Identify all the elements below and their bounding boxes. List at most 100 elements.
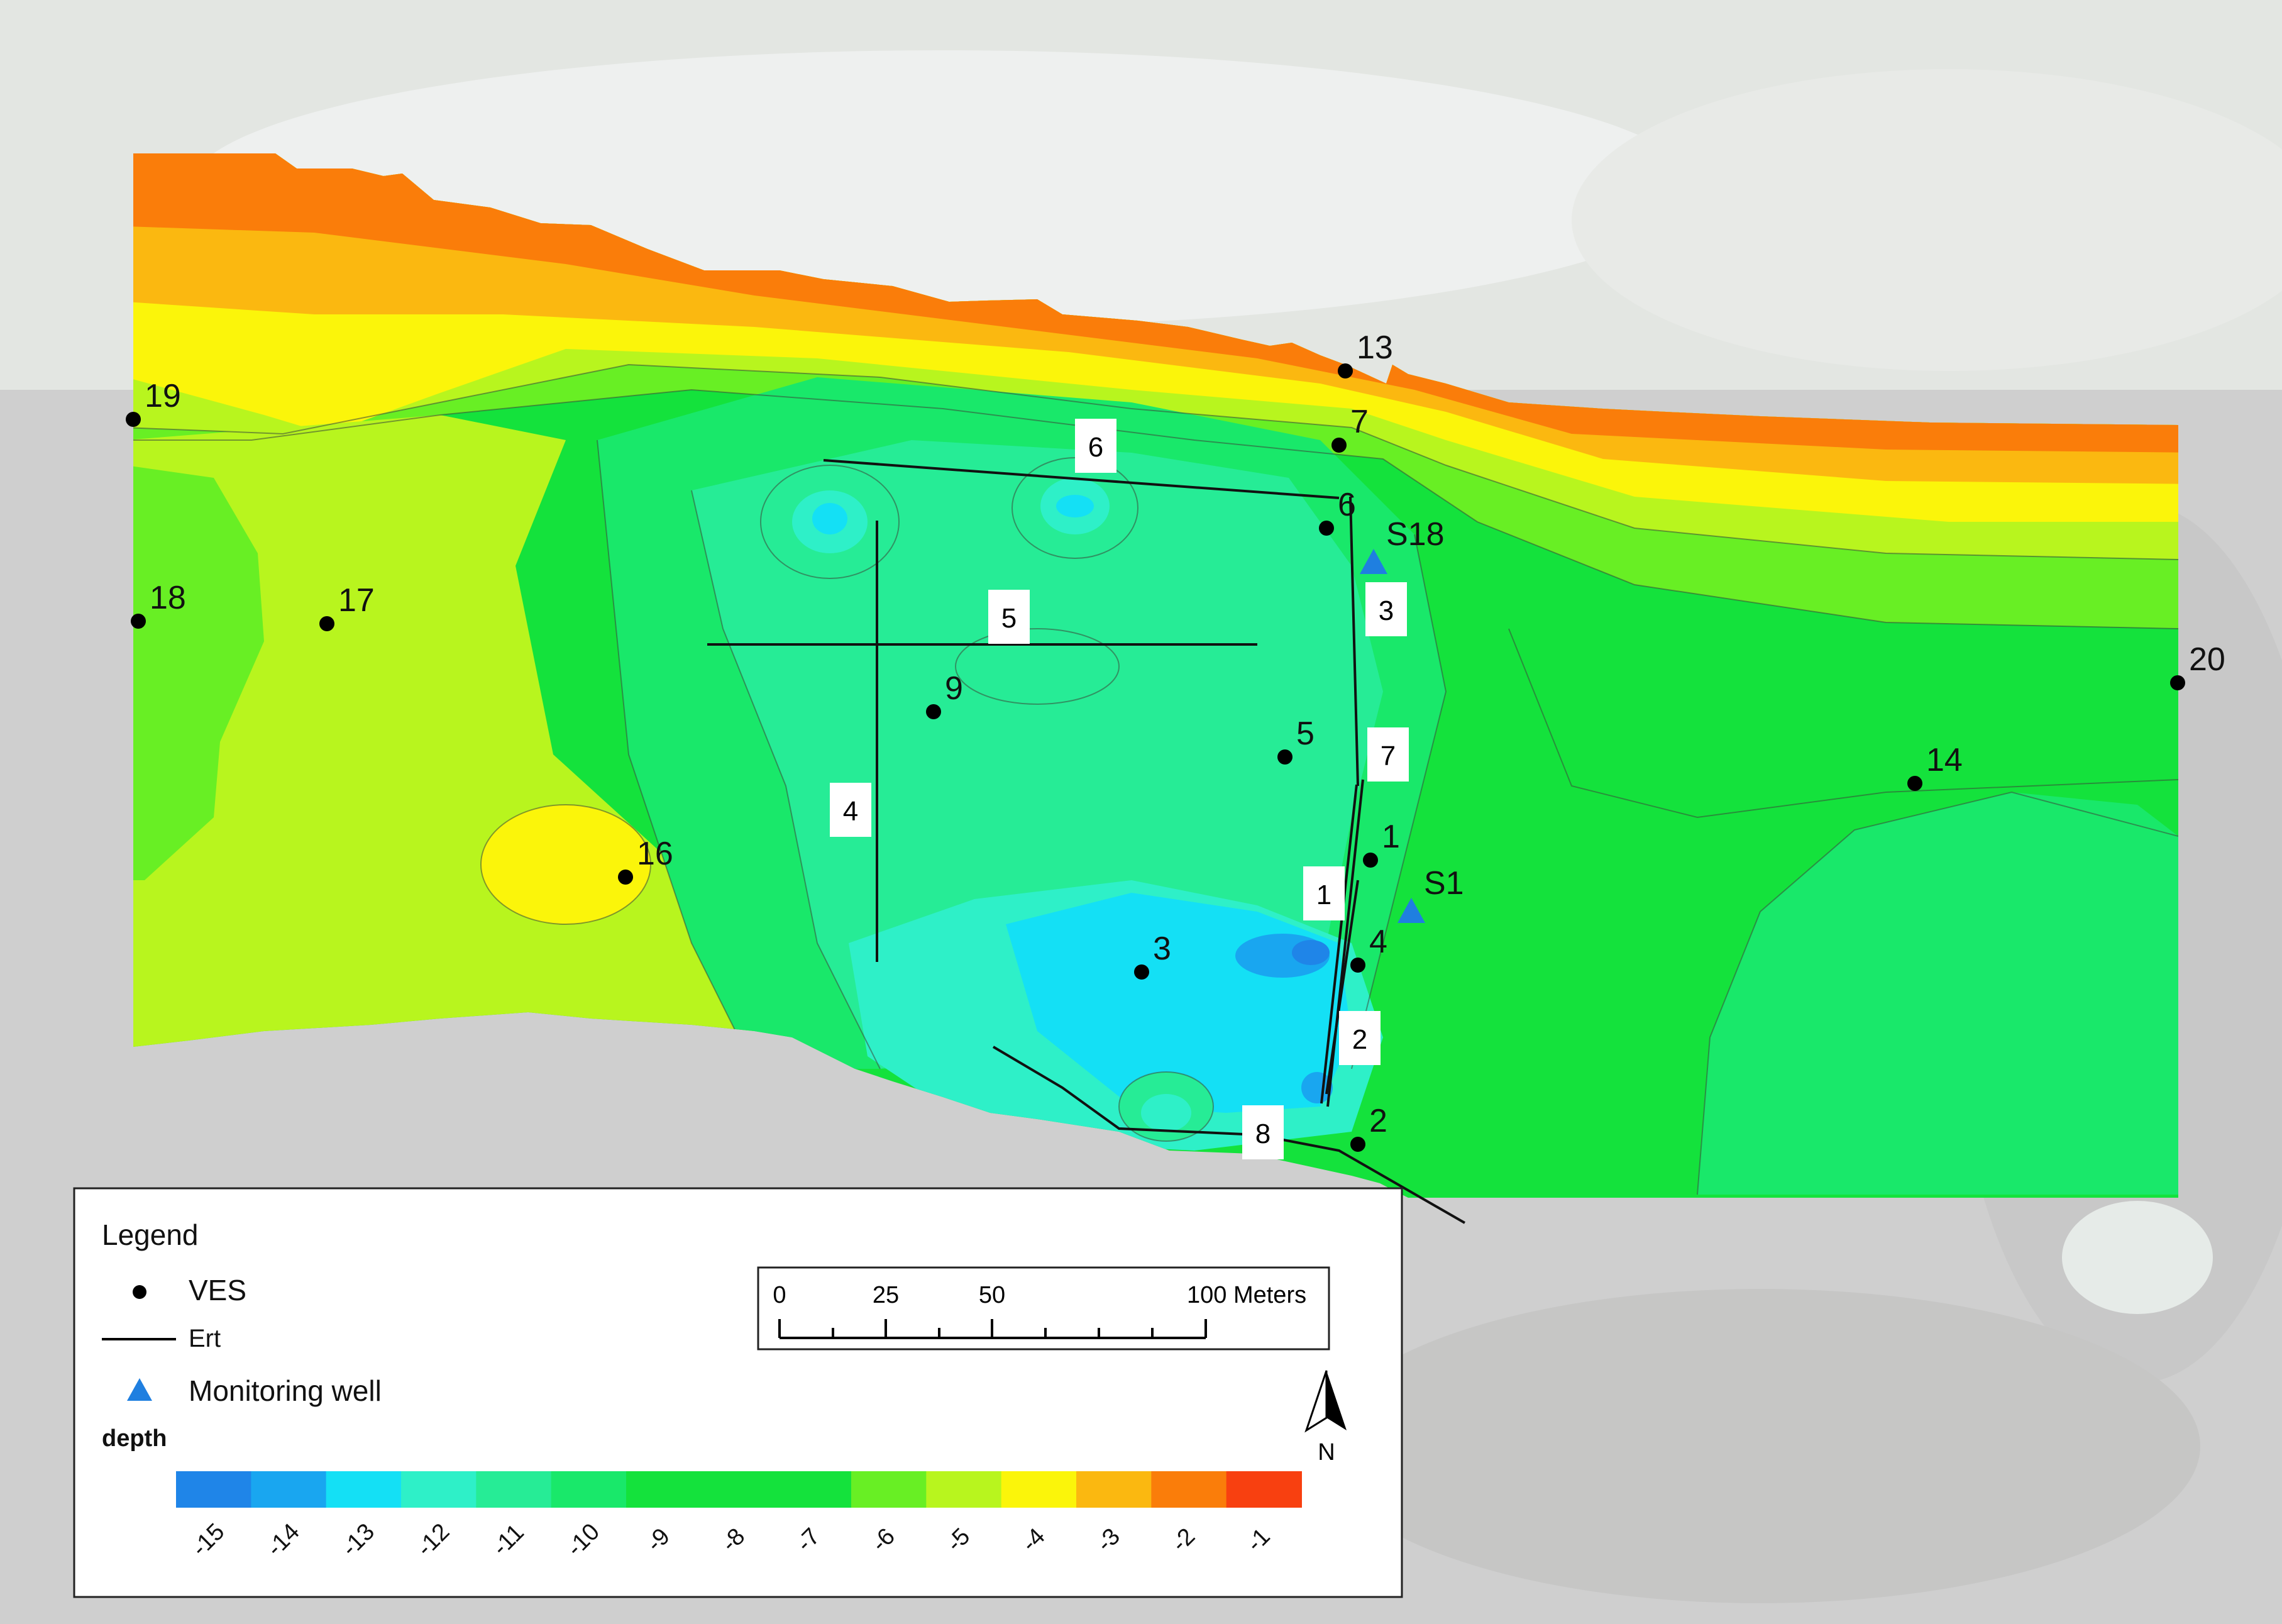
- legend-depth-title: depth: [102, 1425, 167, 1452]
- ves-point-7: 7: [1331, 404, 1369, 453]
- ert-label-boxes: 6 5 4 3 7 1 2 8: [830, 419, 1409, 1159]
- ves-point-4: 4: [1350, 924, 1387, 973]
- ves-label: 14: [1926, 742, 1963, 778]
- ves-label: 1: [1382, 819, 1400, 855]
- monitoring-well-S18: S18: [1360, 516, 1445, 574]
- ert-label-8: 8: [1242, 1105, 1284, 1159]
- ves-point-19: 19: [126, 378, 181, 427]
- svg-text:5: 5: [1001, 603, 1017, 634]
- ves-label: 7: [1350, 404, 1369, 440]
- ves-marker: [131, 614, 146, 629]
- ves-marker: [1338, 363, 1353, 378]
- svg-text:8: 8: [1255, 1119, 1271, 1149]
- ves-marker: [1277, 749, 1293, 765]
- well-label: S1: [1424, 865, 1464, 902]
- ves-marker: [1363, 853, 1378, 868]
- ramp-swatch--9: [626, 1471, 702, 1508]
- ves-point-2: 2: [1350, 1103, 1387, 1152]
- ert-line-8: [992, 1046, 1465, 1224]
- ves-marker: [618, 870, 633, 885]
- ves-marker: [319, 616, 334, 631]
- ves-marker: [1134, 964, 1149, 980]
- ves-label: 20: [2189, 641, 2225, 678]
- ert-label-5: 5: [988, 590, 1030, 644]
- ves-label: 2: [1369, 1103, 1387, 1139]
- ves-label: 5: [1296, 715, 1315, 752]
- ves-point-6: 6: [1319, 487, 1356, 536]
- ramp-swatch--6: [851, 1471, 927, 1508]
- ert-label-1: 1: [1303, 866, 1345, 920]
- ves-label: 17: [338, 582, 375, 619]
- ves-label: 6: [1338, 487, 1356, 523]
- ves-label: 9: [945, 670, 963, 707]
- ert-label-6: 6: [1075, 419, 1116, 473]
- ramp-swatch--13: [326, 1471, 402, 1508]
- ves-label: 18: [150, 580, 186, 616]
- ert-label-4: 4: [830, 783, 871, 837]
- ves-point-13: 13: [1338, 329, 1393, 378]
- ves-marker: [1331, 438, 1347, 453]
- ves-legend-symbol: [133, 1285, 146, 1299]
- well-marker: [1397, 898, 1425, 923]
- ves-label: 19: [145, 378, 181, 414]
- ert-line-6: [823, 459, 1340, 499]
- ves-marker: [126, 412, 141, 427]
- ert-lines: [707, 459, 1465, 1224]
- ramp-swatch--15: [176, 1471, 252, 1508]
- ramp-swatch--14: [251, 1471, 327, 1508]
- ert-label-2: 2: [1339, 1011, 1381, 1065]
- ramp-swatch--7: [776, 1471, 852, 1508]
- ves-point-5: 5: [1277, 715, 1315, 765]
- monitoring-wells: S18 S1: [1360, 516, 1464, 923]
- ves-point-17: 17: [319, 582, 375, 631]
- ves-point-9: 9: [926, 670, 963, 719]
- ves-marker: [1350, 1137, 1365, 1152]
- svg-text:0: 0: [773, 1282, 786, 1308]
- ramp-swatch--4: [1001, 1471, 1077, 1508]
- ves-marker: [926, 704, 941, 719]
- ramp-swatch--12: [401, 1471, 477, 1508]
- north-label: N: [1318, 1439, 1335, 1466]
- svg-text:25: 25: [873, 1282, 899, 1308]
- ramp-swatch--11: [476, 1471, 552, 1508]
- ert-line-2: [1325, 880, 1359, 1095]
- ves-label: 13: [1357, 329, 1393, 366]
- svg-text:7: 7: [1381, 741, 1396, 771]
- ves-point-16: 16: [618, 836, 673, 885]
- ves-marker: [1319, 521, 1334, 536]
- ert-label-7: 7: [1367, 727, 1409, 782]
- legend-ves: VES: [189, 1274, 246, 1306]
- ramp-swatch--2: [1151, 1471, 1227, 1508]
- svg-text:3: 3: [1379, 595, 1394, 626]
- ves-point-14: 14: [1907, 742, 1963, 791]
- well-legend-symbol: [127, 1378, 152, 1401]
- north-arrow-icon: N: [1304, 1370, 1347, 1466]
- well-marker: [1360, 549, 1387, 574]
- ramp-swatch--8: [701, 1471, 777, 1508]
- monitoring-well-S1: S1: [1397, 865, 1464, 923]
- scale-bar: 0 25 50 100 Meters: [757, 1266, 1330, 1351]
- legend-title: Legend: [102, 1218, 199, 1251]
- ert-line-3: [1349, 496, 1359, 787]
- ves-marker: [1350, 958, 1365, 973]
- ves-point-20: 20: [2170, 641, 2225, 690]
- ramp-swatch--5: [926, 1471, 1002, 1508]
- ves-marker: [2170, 675, 2185, 690]
- ramp-swatch--1: [1226, 1471, 1302, 1508]
- svg-text:100 Meters: 100 Meters: [1187, 1282, 1306, 1308]
- ves-label: 16: [637, 836, 673, 872]
- ves-label: 3: [1153, 931, 1171, 967]
- ves-label: 4: [1369, 924, 1387, 960]
- svg-text:4: 4: [843, 796, 858, 827]
- ert-label-3: 3: [1365, 582, 1407, 636]
- ramp-swatch--10: [551, 1471, 627, 1508]
- svg-text:6: 6: [1088, 432, 1103, 463]
- ves-marker: [1907, 776, 1922, 791]
- well-label: S18: [1386, 516, 1445, 553]
- svg-text:1: 1: [1316, 880, 1331, 910]
- legend-ert: Ert: [189, 1325, 221, 1352]
- legend-well: Monitoring well: [189, 1374, 382, 1407]
- ves-point-3: 3: [1134, 931, 1171, 980]
